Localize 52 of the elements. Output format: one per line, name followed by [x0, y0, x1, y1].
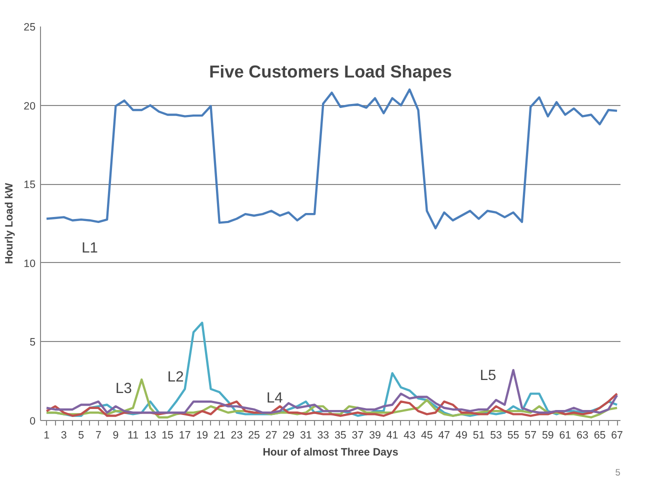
x-tick-label: 25: [248, 430, 260, 442]
x-tick-label: 59: [542, 430, 554, 442]
x-tick-label: 37: [352, 430, 364, 442]
x-tick-label: 33: [317, 430, 330, 442]
x-tick-label: 1: [44, 430, 50, 442]
series-label: L4: [266, 390, 283, 407]
series-label: L2: [167, 370, 184, 386]
x-tick-label: 5: [78, 430, 84, 442]
x-tick-label: 53: [490, 430, 502, 442]
x-tick-label: 29: [282, 430, 295, 442]
x-tick-label: 9: [112, 430, 119, 442]
x-tick-label: 7: [95, 430, 102, 442]
x-tick-label: 15: [162, 430, 174, 442]
x-tick-label: 45: [420, 430, 433, 442]
x-tick-label: 65: [594, 430, 606, 442]
x-tick-label: 13: [144, 430, 156, 442]
y-tick-label: 10: [24, 258, 36, 270]
series-label: L1: [82, 240, 98, 256]
x-axis-title: Hour of almost Three Days: [262, 446, 398, 458]
text: Five Customers Load Shapes: [209, 62, 452, 82]
y-axis-title: Hourly Load kW: [4, 182, 16, 264]
x-tick-label: 61: [559, 430, 572, 442]
x-tick-label: 19: [196, 430, 208, 442]
x-tick-label: 35: [334, 430, 346, 442]
line-series: [45, 392, 618, 417]
x-tick-label: 31: [300, 430, 312, 442]
x-tick-label: 49: [456, 430, 468, 442]
text: 5: [615, 468, 621, 478]
x-tick-label: 27: [265, 430, 278, 442]
x-tick-label: 11: [127, 430, 139, 442]
x-tick-label: 57: [524, 430, 537, 442]
y-tick-label: 5: [30, 336, 36, 349]
line-series: [45, 368, 618, 414]
x-tick-label: 3: [60, 430, 67, 442]
x-tick-label: 47: [438, 430, 450, 442]
x-tick-label: 51: [472, 430, 485, 442]
x-tick-label: 17: [178, 430, 191, 442]
series-label: L5: [480, 368, 496, 384]
x-tick-label: 23: [230, 430, 243, 442]
y-tick-label: 15: [24, 179, 36, 192]
series-label: L3: [116, 381, 132, 398]
x-tick-label: 63: [576, 430, 588, 442]
x-tick-label: 21: [214, 430, 226, 442]
y-tick-label: 0: [30, 416, 36, 428]
x-tick-label: 67: [611, 430, 624, 442]
x-tick-label: 39: [369, 430, 382, 442]
x-tick-label: 43: [404, 430, 416, 442]
y-tick-label: 20: [24, 100, 36, 112]
x-tick-label: 41: [386, 430, 398, 442]
line-series: [45, 88, 618, 230]
x-tick-label: 55: [507, 430, 520, 442]
y-tick-label: 25: [24, 22, 36, 34]
